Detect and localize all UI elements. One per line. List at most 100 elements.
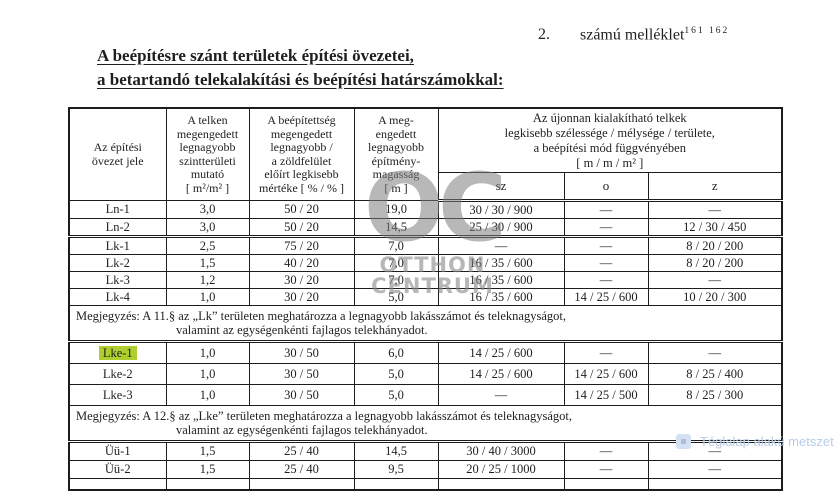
cell-coverage: 30 / 50 <box>248 340 355 364</box>
header-fsi: A telken megengedett legnagyobb szintter… <box>165 107 250 201</box>
cell-fsi: 3,0 <box>165 218 250 237</box>
table-row-lke-2: Lke-2 1,0 30 / 50 5,0 14 / 25 / 600 14 /… <box>68 363 783 385</box>
table-row-lk-4: Lk-4 1,0 30 / 20 5,0 16 / 35 / 600 14 / … <box>68 288 783 306</box>
cell-z: — <box>647 340 783 364</box>
cell-z: 8 / 20 / 200 <box>647 235 783 255</box>
cell-height: 6,0 <box>353 340 439 364</box>
table-row-ln-1: Ln-1 3,0 50 / 20 19,0 30 / 30 / 900 — — <box>68 200 783 219</box>
cell-coverage: 30 / 20 <box>248 288 355 306</box>
overlay-chip-icon <box>676 434 691 449</box>
annex-number: 2. <box>538 26 550 44</box>
cell-fsi: 1,0 <box>165 340 250 364</box>
table-row-lk-1: Lk-1 2,5 75 / 20 7,0 — — 8 / 20 / 200 <box>68 235 783 255</box>
cell-zone: Lke-3 <box>68 384 167 406</box>
cell-zone: Üü-1 <box>68 440 167 461</box>
cell-o: 14 / 25 / 600 <box>563 288 649 306</box>
cell-coverage: 75 / 20 <box>248 235 355 255</box>
cell-zone: Lk-4 <box>68 288 167 306</box>
table-header-row: Az építési övezet jele A telken megenged… <box>68 107 783 201</box>
cell-height: 19,0 <box>353 200 439 219</box>
page-title-line2: a betartandó telekalakítási és beépítési… <box>97 70 504 89</box>
header-plot-group: Az újonnan kialakítható telkek legkisebb… <box>437 107 783 173</box>
cell-fsi: 1,0 <box>165 363 250 385</box>
page-title-line1: A beépítésre szánt területek építési öve… <box>97 46 414 65</box>
note-line2: valamint az egységenkénti fajlagos telek… <box>176 323 428 337</box>
table-row-lke-1: Lke-1 1,0 30 / 50 6,0 14 / 25 / 600 — — <box>68 340 783 364</box>
cell-fsi: 2,5 <box>165 235 250 255</box>
header-sub-sz: sz <box>437 172 565 202</box>
cell-zone: Lk-2 <box>68 254 167 272</box>
cell-fsi: 1,0 <box>165 384 250 406</box>
cell-coverage: 30 / 50 <box>248 363 355 385</box>
cell-z: 8 / 25 / 400 <box>647 363 783 385</box>
page-title: A beépítésre szánt területek építési öve… <box>97 44 504 92</box>
table-row-lk-2: Lk-2 1,5 40 / 20 7,0 16 / 35 / 600 — 8 /… <box>68 254 783 272</box>
cell-sz: 20 / 25 / 1000 <box>437 460 565 479</box>
viewer-overlay: Téglalap alakú metszet <box>676 433 834 450</box>
cell-zone: Ln-1 <box>68 200 167 219</box>
table-row-uu-2: Üü-2 1,5 25 / 40 9,5 20 / 25 / 1000 — — <box>68 460 783 479</box>
cell-sz: 14 / 25 / 600 <box>437 363 565 385</box>
cell-height: 7,0 <box>353 254 439 272</box>
cell-sz: 30 / 30 / 900 <box>437 200 565 219</box>
cell-z: 12 / 30 / 450 <box>647 218 783 237</box>
cell-coverage: 25 / 40 <box>248 440 355 461</box>
header-zone: Az építési övezet jele <box>68 107 167 201</box>
table-note-lk: Megjegyzés: A 11.§ az „Lk” területen meg… <box>68 305 783 342</box>
cell-sz: 25 / 30 / 900 <box>437 218 565 237</box>
cell-o: — <box>563 340 649 364</box>
cell-z: 8 / 20 / 200 <box>647 254 783 272</box>
cell-fsi: 3,0 <box>165 200 250 219</box>
cell-zone: Lk-3 <box>68 271 167 289</box>
cell-o: — <box>563 271 649 289</box>
table-subheader-row: sz o z <box>69 172 783 202</box>
cell-z: — <box>647 460 783 479</box>
cell-zone: Lke-2 <box>68 363 167 385</box>
cell-height: 7,0 <box>353 235 439 255</box>
note-line1: Megjegyzés: A 12.§ az „Lke” területen me… <box>76 408 572 423</box>
table-row-lke-3: Lke-3 1,0 30 / 50 5,0 — 14 / 25 / 500 8 … <box>68 384 783 406</box>
cell-o: — <box>563 254 649 272</box>
cell-zone: Lk-1 <box>68 235 167 255</box>
cell-coverage: 25 / 40 <box>248 460 355 479</box>
note-line2: valamint az egységenkénti fajlagos telek… <box>176 423 428 437</box>
cell-coverage: 50 / 20 <box>248 200 355 219</box>
cell-fsi: 1,5 <box>165 440 250 461</box>
cell-height: 5,0 <box>353 288 439 306</box>
note-line1: Megjegyzés: A 11.§ az „Lk” területen meg… <box>76 308 566 323</box>
cell-fsi: 1,5 <box>165 460 250 479</box>
cell-fsi: 1,2 <box>165 271 250 289</box>
cell-o: 14 / 25 / 500 <box>563 384 649 406</box>
cell-height: 5,0 <box>353 363 439 385</box>
cell-o: 14 / 25 / 600 <box>563 363 649 385</box>
cell-o: — <box>563 460 649 479</box>
cell-height: 14,5 <box>353 218 439 237</box>
table-row-ln-2: Ln-2 3,0 50 / 20 14,5 25 / 30 / 900 — 12… <box>68 218 783 237</box>
header-sub-z: z <box>647 172 783 202</box>
note-cell: Megjegyzés: A 12.§ az „Lke” területen me… <box>68 405 783 442</box>
cell-fsi: 1,0 <box>165 288 250 306</box>
cell-z: 10 / 20 / 300 <box>647 288 783 306</box>
cell-coverage: 50 / 20 <box>248 218 355 237</box>
cell-height: 7,0 <box>353 271 439 289</box>
annex-label: számú melléklet <box>580 26 685 44</box>
annex-footnote-refs: 161 162 <box>684 26 730 36</box>
cell-z: 8 / 25 / 300 <box>647 384 783 406</box>
table-row-lk-3: Lk-3 1,2 30 / 20 7,0 16 / 35 / 600 — — <box>68 271 783 289</box>
cell-fsi: 1,5 <box>165 254 250 272</box>
cell-height: 14,5 <box>353 440 439 461</box>
cell-zone: Üü-2 <box>68 460 167 479</box>
cell-o: — <box>563 200 649 219</box>
cell-height: 5,0 <box>353 384 439 406</box>
cell-o: — <box>563 440 649 461</box>
note-cell: Megjegyzés: A 11.§ az „Lk” területen meg… <box>68 305 783 342</box>
cell-z: — <box>647 271 783 289</box>
cell-sz: — <box>437 235 565 255</box>
cell-sz: 14 / 25 / 600 <box>437 340 565 364</box>
cell-sz: 16 / 35 / 600 <box>437 254 565 272</box>
table-row-cutoff <box>68 478 783 491</box>
cell-sz: — <box>437 384 565 406</box>
cell-sz: 16 / 35 / 600 <box>437 271 565 289</box>
header-sub-o: o <box>563 172 649 202</box>
overlay-tooltip-text: Téglalap alakú metszet <box>700 434 834 449</box>
